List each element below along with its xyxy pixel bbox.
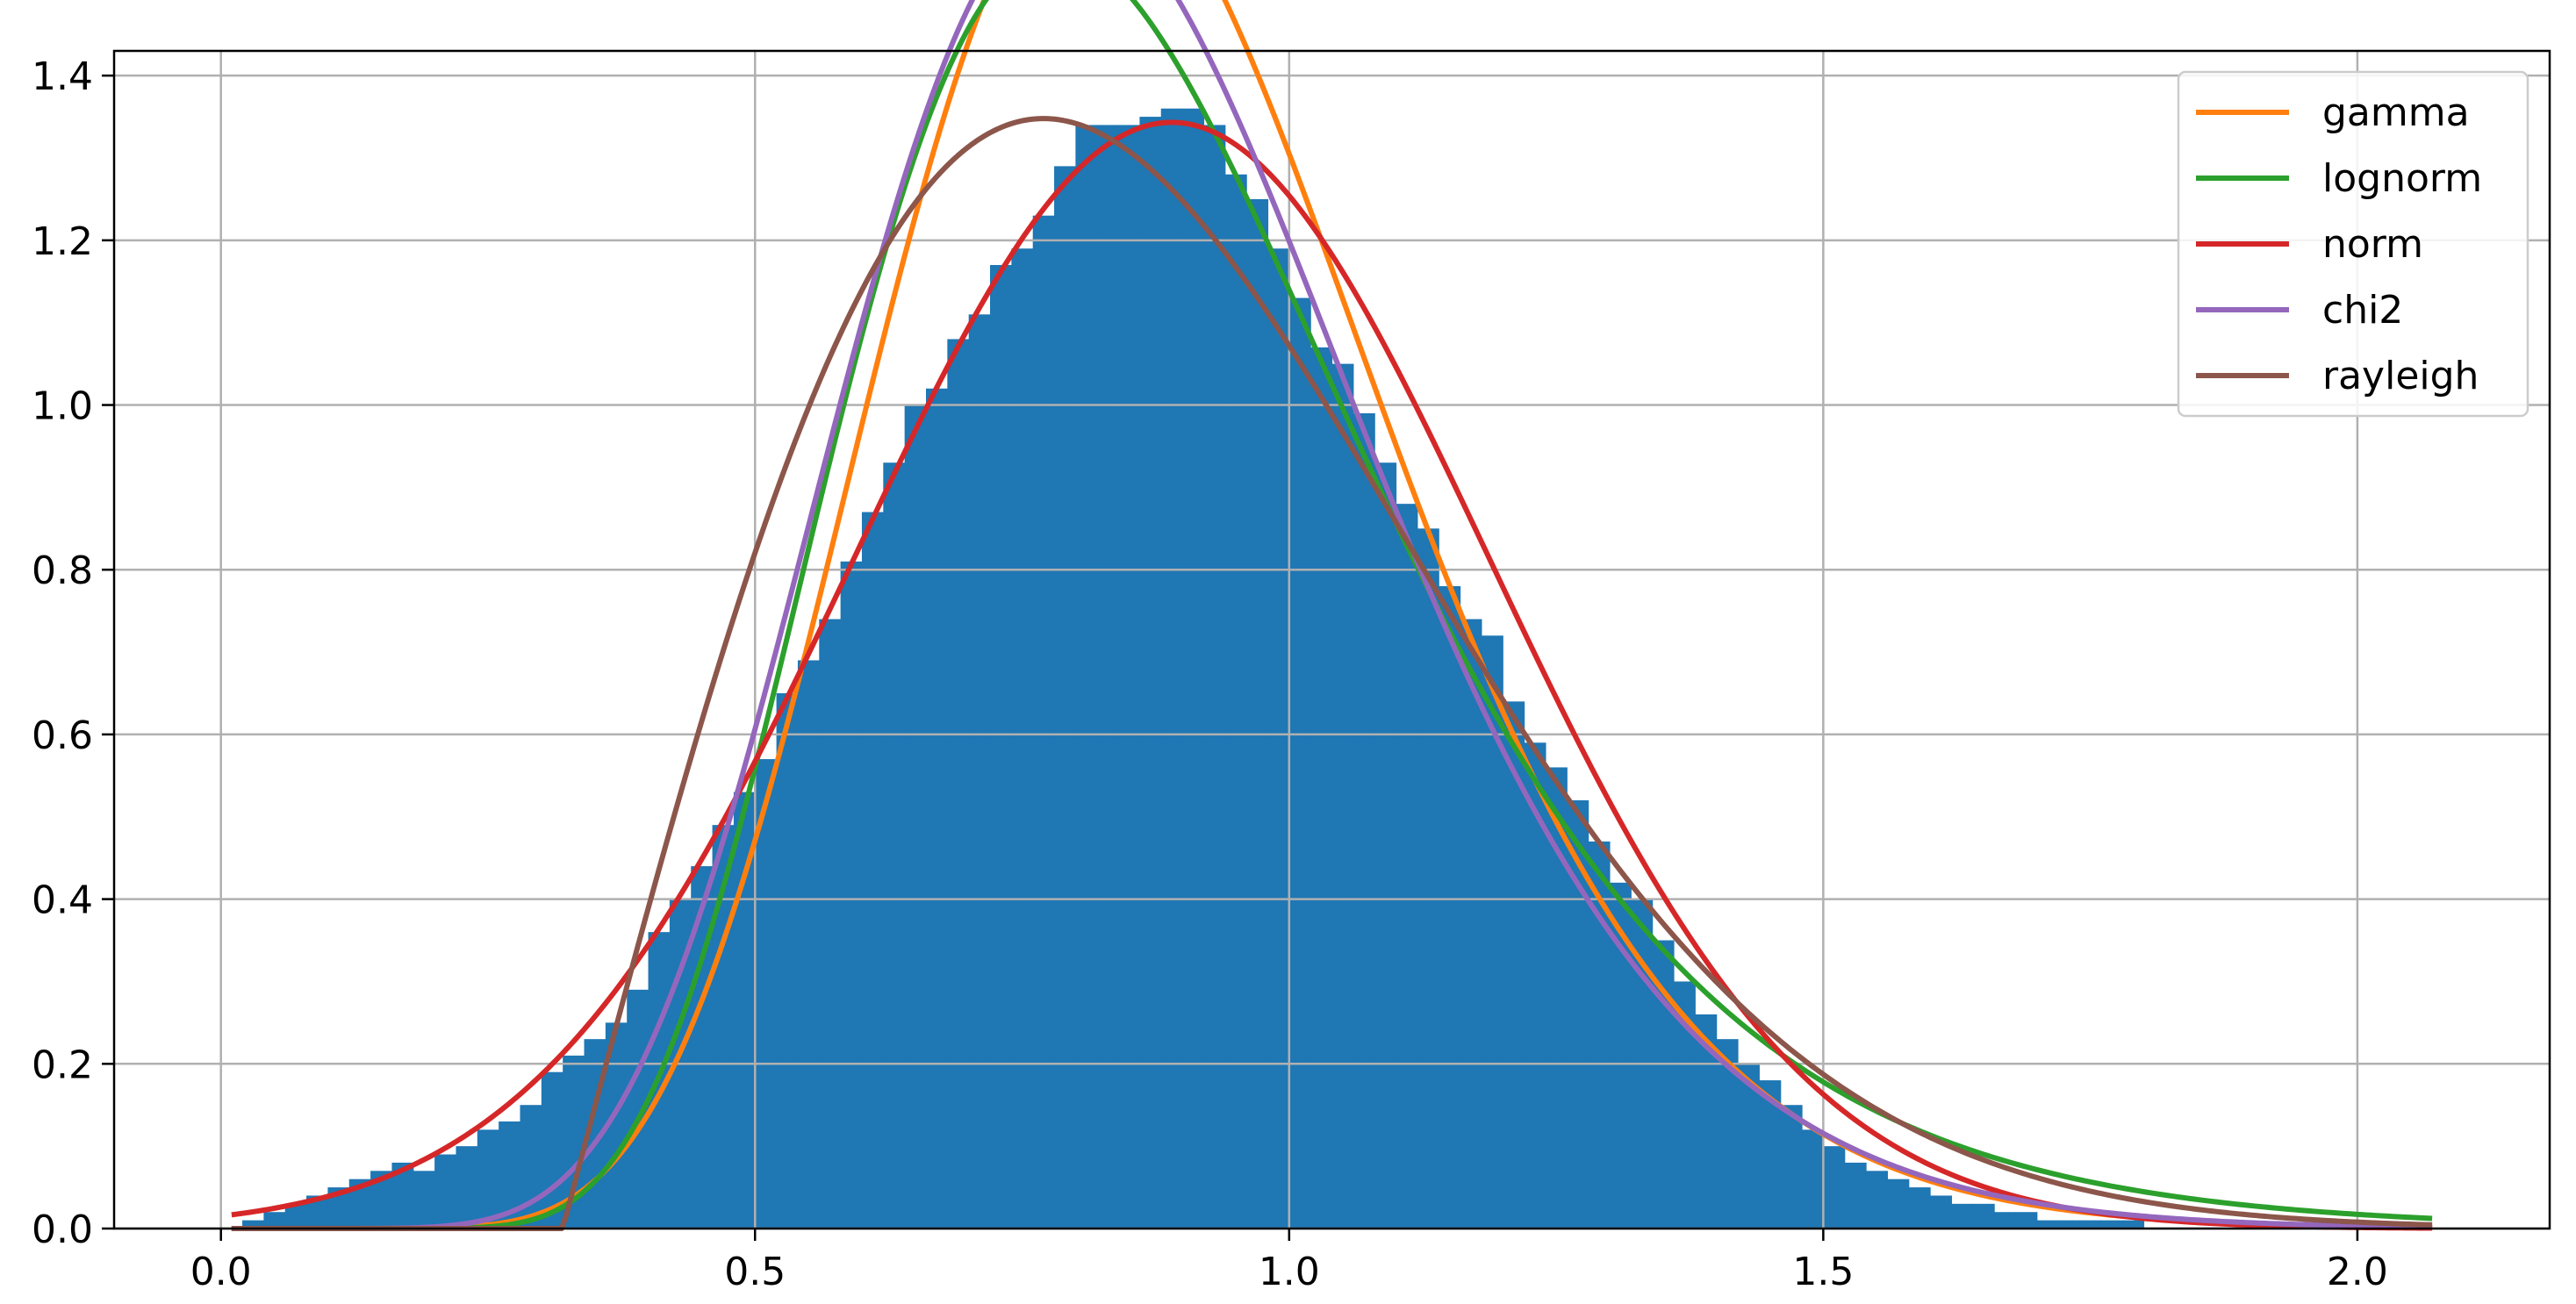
histogram-bar — [456, 1146, 478, 1229]
x-tick-label: 0.0 — [190, 1250, 252, 1294]
histogram-bar — [990, 265, 1012, 1229]
histogram-bar — [819, 619, 842, 1229]
histogram-bar — [1866, 1171, 1888, 1229]
histogram-bar — [1930, 1195, 1953, 1229]
histogram-bar — [1139, 117, 1162, 1229]
histogram-bar — [1118, 125, 1141, 1229]
histogram-bar — [1203, 125, 1226, 1229]
histogram-bar — [1267, 248, 1290, 1229]
histogram-bar — [904, 405, 927, 1229]
histogram-bar — [840, 561, 863, 1229]
histogram-bar — [1460, 619, 1482, 1229]
x-tick-label: 0.5 — [724, 1250, 786, 1294]
x-tick-label: 2.0 — [2327, 1250, 2388, 1294]
histogram-bar — [1374, 462, 1397, 1229]
curve-rayleigh — [231, 116, 2433, 1231]
histogram-bar — [1951, 1203, 1974, 1229]
axes-frame — [112, 49, 2551, 1230]
histogram-bar — [242, 1220, 264, 1229]
histogram-bar — [1054, 166, 1076, 1229]
histogram-bar — [477, 1129, 499, 1229]
histogram-bar — [1096, 125, 1119, 1229]
histogram-bar — [1994, 1212, 2017, 1229]
y-tick-label: 0.6 — [32, 713, 93, 758]
histogram-bar — [926, 388, 948, 1229]
y-tick-label: 0.2 — [32, 1042, 93, 1087]
histogram-bar — [520, 1105, 542, 1229]
histogram-bar — [2122, 1220, 2145, 1229]
histogram-bar — [797, 660, 820, 1229]
curve-lognorm — [231, 0, 2433, 1231]
histogram-bar — [1823, 1146, 1846, 1229]
histogram-bar — [2036, 1220, 2059, 1229]
y-tick-label: 0.0 — [32, 1207, 93, 1252]
histogram-bar — [1246, 198, 1269, 1229]
histogram-bar — [263, 1212, 286, 1229]
histogram-bar — [1780, 1105, 1803, 1229]
legend-label-chi2: chi2 — [2322, 288, 2403, 333]
x-tick-label: 1.0 — [1259, 1250, 1320, 1294]
histogram-bar — [413, 1171, 435, 1229]
histogram-bar — [1288, 297, 1311, 1229]
legend: gamma lognorm norm chi2 rayleigh — [2177, 70, 2529, 418]
histogram-bar — [1396, 504, 1418, 1229]
histogram-bar — [1908, 1187, 1931, 1229]
x-tick-label: 1.5 — [1792, 1250, 1854, 1294]
histogram-bar — [1224, 174, 1247, 1229]
histogram-bar — [861, 512, 884, 1229]
histogram-bar — [691, 866, 714, 1229]
histogram-bar — [2100, 1220, 2123, 1229]
histogram-bar — [1160, 108, 1183, 1229]
histogram-bar — [883, 462, 906, 1229]
histogram-bars — [242, 108, 2145, 1229]
histogram-bar — [776, 693, 799, 1229]
legend-label-gamma: gamma — [2322, 90, 2470, 135]
histogram-bar — [947, 339, 970, 1229]
histogram-bar — [1182, 108, 1205, 1229]
histogram-bar — [1310, 347, 1333, 1229]
histogram-bar — [1417, 528, 1439, 1229]
y-tick-label: 1.2 — [32, 219, 93, 264]
histogram-bar — [1032, 215, 1055, 1229]
legend-label-rayleigh: rayleigh — [2322, 354, 2479, 398]
fitted-curves — [231, 0, 2433, 1231]
histogram-bar — [2079, 1220, 2102, 1229]
histogram-bar — [1972, 1203, 1995, 1229]
y-tick-label: 0.8 — [32, 548, 93, 593]
axis-ticks: 0.0 0.5 1.0 1.5 2.0 0.0 0.2 0.4 0.6 0.8 1.0 1.2 1.4 — [32, 54, 2388, 1294]
legend-label-norm: norm — [2322, 222, 2423, 267]
histogram-bar — [1075, 125, 1098, 1229]
histogram-bar — [434, 1154, 457, 1229]
histogram-bar — [2015, 1212, 2038, 1229]
histogram-bar — [755, 759, 778, 1229]
histogram-bar — [1331, 363, 1354, 1229]
y-tick-label: 1.4 — [32, 54, 93, 99]
histogram-bar — [1844, 1162, 1867, 1229]
histogram-bar — [2058, 1220, 2081, 1229]
histogram-bar — [733, 792, 756, 1229]
legend-box — [2177, 70, 2529, 418]
histogram-bar — [1887, 1179, 1910, 1229]
histogram-bar — [1353, 412, 1375, 1229]
histogram-bar — [1802, 1129, 1824, 1229]
histogram-bar — [1439, 586, 1461, 1229]
histogram-bar — [1011, 248, 1034, 1229]
y-tick-label: 1.0 — [32, 384, 93, 429]
histogram-bar — [968, 314, 991, 1229]
legend-label-lognorm: lognorm — [2322, 156, 2482, 201]
curve-chi2 — [231, 0, 2433, 1231]
y-tick-label: 0.4 — [32, 878, 93, 923]
